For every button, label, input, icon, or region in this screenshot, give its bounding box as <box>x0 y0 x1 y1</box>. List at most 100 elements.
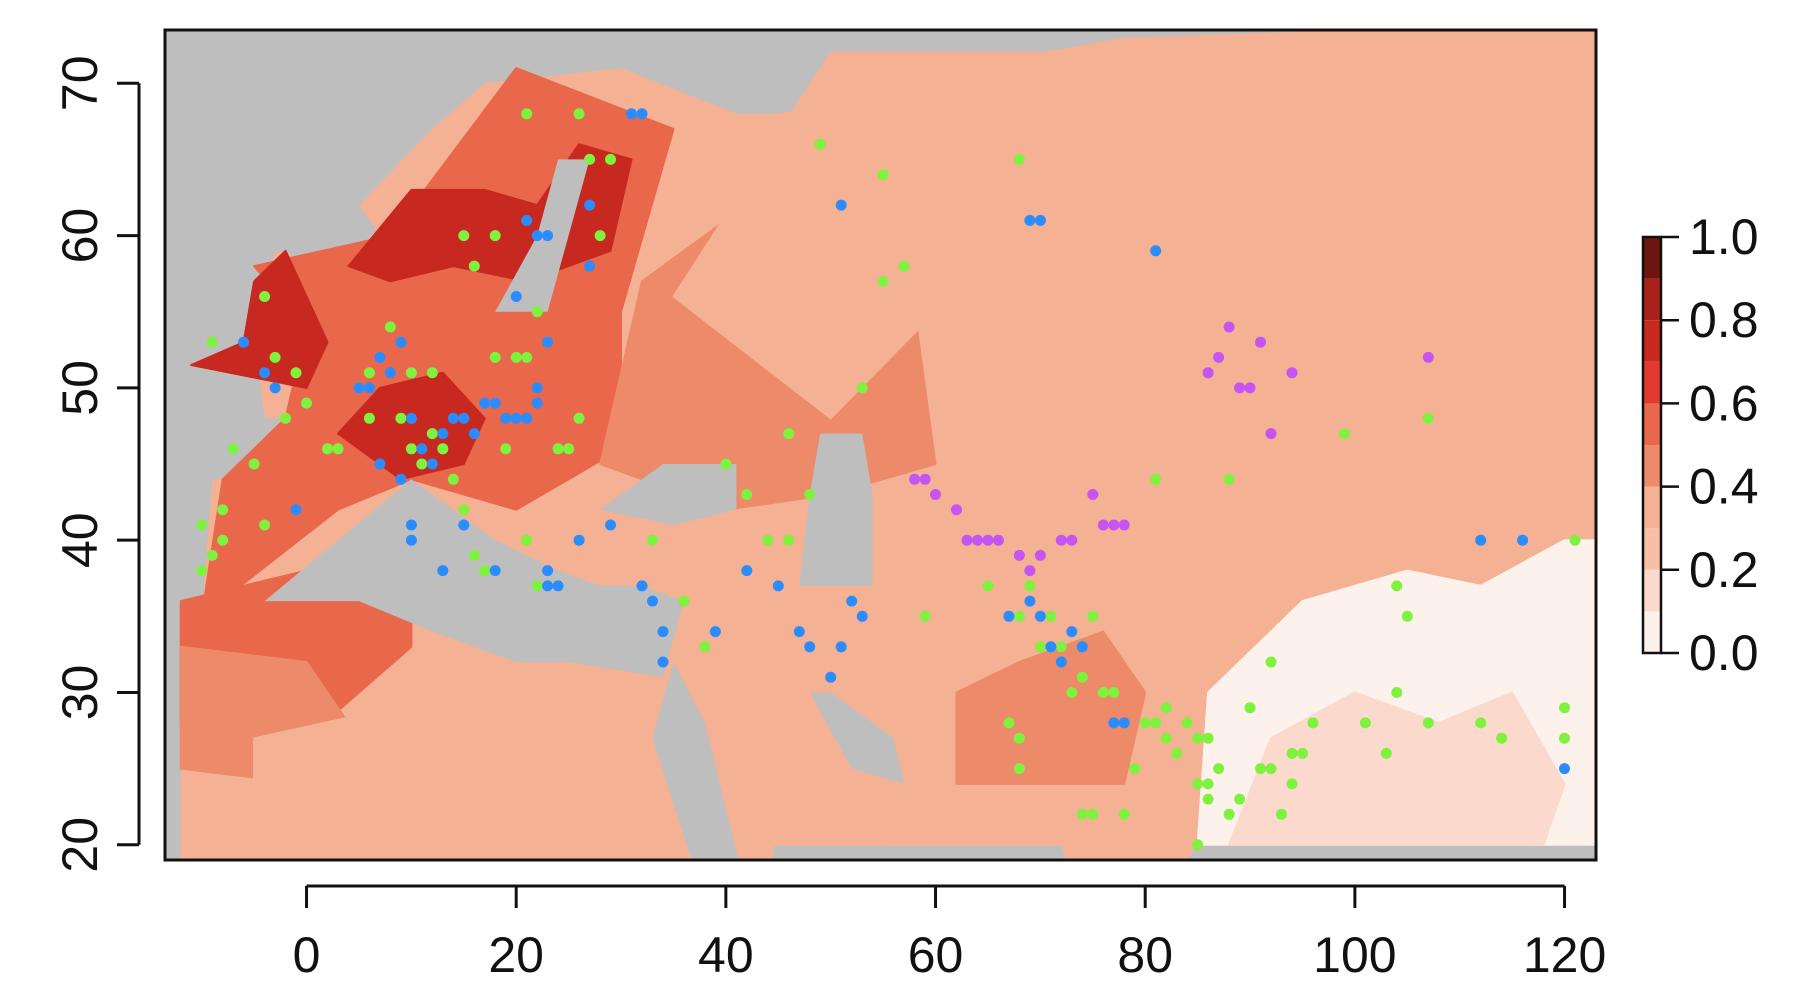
data-point <box>1034 610 1046 622</box>
data-point <box>1569 534 1581 546</box>
surface-region-8 <box>672 51 1094 420</box>
data-point <box>1244 382 1256 394</box>
data-point <box>542 580 554 592</box>
data-point <box>1171 747 1183 759</box>
data-point <box>416 443 428 455</box>
data-point <box>1202 367 1214 379</box>
water-body-4 <box>652 662 739 860</box>
data-point <box>1150 717 1162 729</box>
surface-region-14 <box>1228 691 1566 846</box>
data-point <box>930 489 941 500</box>
data-point <box>741 489 753 500</box>
data-point <box>1422 351 1434 363</box>
sample-points <box>196 108 1581 851</box>
data-point <box>531 382 543 394</box>
water-body-1 <box>600 464 737 525</box>
colorbar-bin <box>1643 528 1661 570</box>
data-point <box>1391 580 1403 592</box>
data-point <box>1097 519 1109 531</box>
water-body-5 <box>809 692 905 784</box>
data-point <box>1024 565 1036 577</box>
data-point <box>1087 610 1099 622</box>
x-tick-label: 80 <box>1117 927 1173 983</box>
data-point <box>552 580 564 592</box>
data-point <box>1076 808 1088 820</box>
data-point <box>1276 808 1287 820</box>
data-point <box>1181 717 1193 729</box>
data-point <box>919 473 931 485</box>
data-point <box>1024 580 1036 592</box>
data-point <box>626 108 637 120</box>
colorbar-bin <box>1643 278 1661 321</box>
data-point <box>206 549 218 561</box>
data-point <box>783 428 795 440</box>
data-point <box>1286 747 1298 759</box>
data-point <box>468 549 480 561</box>
x-tick-label: 20 <box>488 927 544 983</box>
data-point <box>384 321 396 333</box>
data-point <box>206 336 218 348</box>
data-point <box>856 610 868 622</box>
data-point <box>584 153 596 165</box>
data-point <box>877 169 889 181</box>
water-layer <box>264 159 905 860</box>
data-point <box>636 108 648 120</box>
data-point <box>416 458 428 470</box>
data-point <box>500 412 512 424</box>
data-point <box>259 367 271 379</box>
data-point <box>489 397 501 409</box>
data-point <box>437 443 449 455</box>
data-point <box>783 534 795 546</box>
colorbar-bin <box>1643 569 1661 612</box>
data-point <box>1034 641 1046 653</box>
data-point <box>1150 473 1162 485</box>
data-point <box>1213 763 1225 775</box>
data-point <box>573 534 585 546</box>
data-point <box>447 412 459 424</box>
y-tick-label: 20 <box>52 817 108 873</box>
data-point <box>1559 702 1570 714</box>
data-point <box>1129 763 1141 775</box>
colorbar-bin <box>1643 320 1661 362</box>
data-point <box>1192 839 1204 851</box>
data-point <box>1118 717 1130 729</box>
data-point <box>489 565 501 577</box>
data-point <box>762 534 774 546</box>
data-point <box>1255 763 1266 775</box>
data-point <box>405 519 417 531</box>
data-point <box>552 443 564 455</box>
data-point <box>657 656 669 668</box>
data-point <box>332 443 344 455</box>
data-point <box>605 519 616 531</box>
data-point <box>1338 428 1350 440</box>
data-point <box>1024 214 1036 226</box>
data-point <box>1034 214 1046 226</box>
data-point <box>542 230 554 242</box>
data-point <box>248 458 260 470</box>
data-point <box>521 412 533 424</box>
data-point <box>217 534 229 546</box>
data-point <box>259 519 271 531</box>
data-point <box>1024 595 1036 607</box>
data-point <box>405 412 417 424</box>
data-point <box>468 260 480 272</box>
data-point <box>1055 534 1067 546</box>
colorbar-bin <box>1643 361 1661 404</box>
colorbar-bin <box>1643 611 1661 653</box>
data-point <box>1297 747 1308 759</box>
data-point <box>405 367 417 379</box>
data-point <box>363 412 375 424</box>
surface-region-12 <box>1039 493 1251 648</box>
data-point <box>301 397 312 409</box>
data-point <box>1391 687 1403 698</box>
data-point <box>1202 778 1214 790</box>
data-point <box>1150 245 1162 257</box>
data-point <box>458 412 470 424</box>
data-point <box>1087 489 1099 500</box>
data-point <box>573 412 585 424</box>
colorbar-bin <box>1643 237 1661 279</box>
data-point <box>1422 717 1434 729</box>
data-point <box>1475 534 1487 546</box>
data-point <box>1013 153 1025 165</box>
